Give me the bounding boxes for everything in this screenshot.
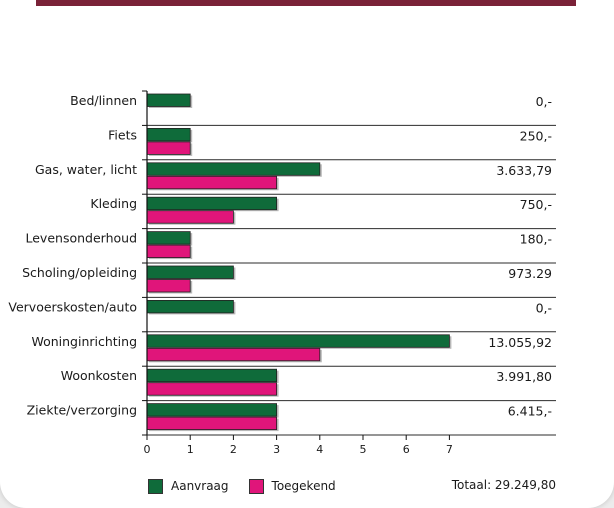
- x-tick-label-5: 5: [360, 443, 367, 456]
- bar-aanvraag-vervoerskosten-auto: [146, 299, 234, 314]
- bar-aanvraag-ziekte-verzorging: [146, 403, 278, 417]
- amount-label-woninginrichting: 13.055,92: [488, 335, 552, 350]
- category-label-bed-linnen: Bed/linnen: [70, 93, 137, 108]
- total-label: Totaal: 29.249,80: [451, 478, 556, 492]
- amount-label-bed-linnen: 0,-: [536, 94, 552, 109]
- legend-label-toegekend: Toegekend: [271, 479, 336, 493]
- bar-aanvraag-woninginrichting: [146, 334, 450, 348]
- bar-toegekend-kleding: [146, 210, 234, 224]
- legend: Aanvraag Toegekend: [148, 476, 356, 496]
- amount-label-woonkosten: 3.991,80: [496, 369, 552, 384]
- amount-label-gas-water-licht: 3.633,79: [496, 163, 552, 178]
- amount-label-scholing-opleiding: 973.29: [508, 266, 552, 281]
- bar-toegekend-woonkosten: [146, 382, 278, 396]
- x-tick-label-6: 6: [403, 443, 410, 456]
- bar-aanvraag-woonkosten: [146, 368, 278, 383]
- amount-label-fiets: 250,-: [520, 128, 552, 143]
- category-label-vervoerskosten-auto: Vervoerskosten/auto: [8, 299, 137, 314]
- bar-toegekend-levensonderhoud: [146, 244, 191, 259]
- x-tick-label-0: 0: [144, 443, 151, 456]
- category-label-ziekte-verzorging: Ziekte/verzorging: [27, 403, 137, 418]
- amount-label-ziekte-verzorging: 6.415,-: [508, 404, 552, 419]
- bar-aanvraag-levensonderhoud: [146, 231, 191, 245]
- category-label-woonkosten: Woonkosten: [61, 368, 137, 383]
- bar-aanvraag-gas-water-licht: [146, 162, 321, 176]
- legend-swatch-aanvraag: [148, 478, 163, 494]
- header-accent-bar: [36, 0, 576, 6]
- bar-aanvraag-bed-linnen: [146, 93, 191, 107]
- legend-item-toegekend: Toegekend: [248, 478, 336, 494]
- bar-toegekend-fiets: [146, 141, 191, 155]
- x-tick-label-4: 4: [316, 443, 323, 456]
- amount-label-vervoerskosten-auto: 0,-: [536, 300, 552, 315]
- legend-label-aanvraag: Aanvraag: [171, 479, 229, 493]
- category-label-gas-water-licht: Gas, water, licht: [35, 162, 137, 177]
- bar-aanvraag-fiets: [146, 127, 191, 142]
- legend-swatch-toegekend: [248, 478, 264, 494]
- bar-toegekend-scholing-opleiding: [146, 279, 191, 293]
- x-tick-label-7: 7: [446, 443, 453, 456]
- category-label-fiets: Fiets: [108, 127, 137, 142]
- x-tick-label-2: 2: [230, 443, 237, 456]
- x-tick-label-1: 1: [187, 443, 194, 456]
- category-label-scholing-opleiding: Scholing/opleiding: [22, 265, 137, 280]
- bar-toegekend-gas-water-licht: [146, 175, 278, 190]
- category-label-woninginrichting: Woninginrichting: [31, 334, 137, 349]
- amount-label-kleding: 750,-: [520, 197, 552, 212]
- x-tick-label-3: 3: [273, 443, 280, 456]
- bar-aanvraag-scholing-opleiding: [146, 265, 234, 279]
- bar-aanvraag-kleding: [146, 196, 278, 211]
- category-label-kleding: Kleding: [90, 196, 137, 211]
- bar-toegekend-ziekte-verzorging: [146, 416, 278, 431]
- bar-toegekend-woninginrichting: [146, 347, 321, 362]
- category-label-levensonderhoud: Levensonderhoud: [26, 231, 138, 246]
- amount-label-levensonderhoud: 180,-: [520, 232, 552, 247]
- legend-item-aanvraag: Aanvraag: [148, 478, 229, 494]
